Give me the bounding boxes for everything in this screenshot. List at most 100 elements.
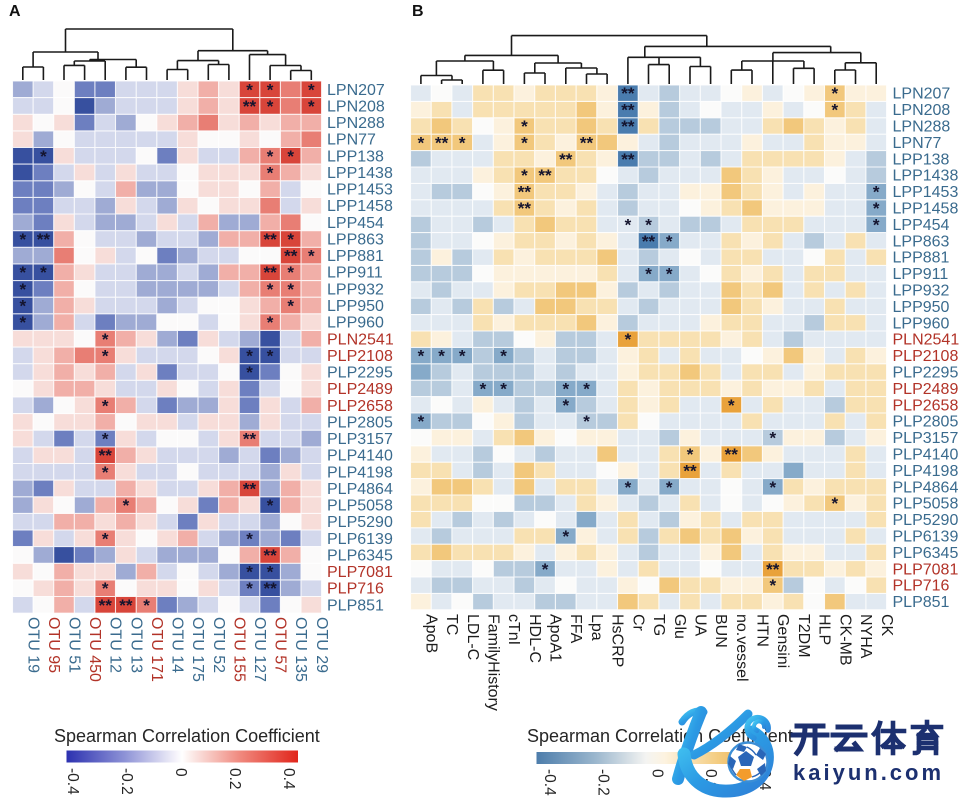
svg-text:PLP4140: PLP4140 — [327, 448, 393, 465]
svg-text:**: ** — [263, 230, 277, 249]
svg-text:**: ** — [580, 133, 594, 152]
svg-text:LPP454: LPP454 — [893, 217, 950, 234]
svg-text:LPP881: LPP881 — [893, 250, 950, 267]
svg-text:LPP1438: LPP1438 — [327, 165, 393, 182]
svg-text:**: ** — [621, 101, 635, 120]
svg-text:OTU 155: OTU 155 — [230, 617, 247, 682]
svg-text:PLP7081: PLP7081 — [893, 561, 959, 578]
svg-text:LPP932: LPP932 — [327, 281, 384, 298]
svg-text:**: ** — [263, 579, 277, 598]
svg-text:LDL-C: LDL-C — [464, 614, 481, 660]
svg-text:LPN207: LPN207 — [893, 86, 951, 103]
svg-text:**: ** — [518, 199, 532, 218]
svg-text:LPN208: LPN208 — [327, 98, 385, 115]
svg-text:*: * — [625, 478, 632, 497]
svg-text:CK-MB: CK-MB — [836, 614, 853, 666]
svg-text:*: * — [19, 280, 26, 299]
svg-text:*: * — [625, 215, 632, 234]
svg-text:PLP5058: PLP5058 — [327, 498, 393, 515]
svg-text:*: * — [246, 80, 253, 99]
svg-text:*: * — [267, 496, 274, 515]
svg-text:*: * — [459, 133, 466, 152]
svg-text:*: * — [287, 230, 294, 249]
svg-text:Cr: Cr — [629, 614, 646, 632]
svg-text:-0.4: -0.4 — [64, 768, 81, 795]
svg-text:PLP3157: PLP3157 — [893, 430, 959, 447]
svg-text:PLP4198: PLP4198 — [327, 464, 393, 481]
svg-text:PLP4140: PLP4140 — [893, 447, 959, 464]
svg-text:*: * — [873, 215, 880, 234]
svg-text:no.vessel: no.vessel — [733, 614, 750, 682]
svg-text:OTU 51: OTU 51 — [66, 617, 83, 673]
svg-text:**: ** — [642, 232, 656, 251]
svg-text:*: * — [102, 430, 109, 449]
svg-text:LPP863: LPP863 — [327, 232, 384, 249]
svg-text:LPP1453: LPP1453 — [327, 182, 393, 199]
svg-text:*: * — [40, 263, 47, 282]
svg-text:PLP4864: PLP4864 — [327, 481, 393, 498]
svg-text:T2DM: T2DM — [795, 614, 812, 658]
svg-text:PLP716: PLP716 — [327, 581, 384, 598]
svg-text:*: * — [102, 346, 109, 365]
svg-text:*: * — [143, 596, 150, 615]
svg-text:BUN: BUN — [712, 614, 729, 648]
svg-text:LPN288: LPN288 — [327, 115, 385, 132]
svg-text:*: * — [267, 563, 274, 582]
svg-text:HTN: HTN — [754, 614, 771, 647]
svg-text:0: 0 — [648, 769, 665, 778]
svg-text:TG: TG — [650, 614, 667, 636]
svg-text:-0.2: -0.2 — [595, 769, 612, 796]
svg-text:**: ** — [263, 263, 277, 282]
svg-text:*: * — [246, 363, 253, 382]
svg-text:LPP911: LPP911 — [893, 266, 949, 283]
svg-text:*: * — [562, 379, 569, 398]
svg-text:**: ** — [284, 247, 298, 266]
svg-text:*: * — [308, 247, 315, 266]
svg-text:LPP1458: LPP1458 — [893, 201, 959, 218]
svg-text:LPP960: LPP960 — [893, 315, 950, 332]
svg-text:*: * — [562, 527, 569, 546]
svg-text:*: * — [308, 97, 315, 116]
svg-text:OTU 171: OTU 171 — [148, 617, 165, 682]
svg-text:LPP863: LPP863 — [893, 233, 950, 250]
svg-text:PLP2489: PLP2489 — [327, 381, 393, 398]
svg-text:PLP851: PLP851 — [327, 597, 384, 614]
svg-text:*: * — [246, 579, 253, 598]
svg-text:PLP4198: PLP4198 — [893, 463, 959, 480]
svg-text:*: * — [418, 133, 425, 152]
svg-text:*: * — [267, 97, 274, 116]
svg-text:*: * — [542, 560, 549, 579]
svg-text:PLN2541: PLN2541 — [893, 332, 960, 349]
svg-text:OTU 450: OTU 450 — [86, 617, 103, 682]
svg-text:LPN77: LPN77 — [327, 132, 376, 149]
svg-text:ApoB: ApoB — [422, 614, 439, 653]
svg-text:HDL-C: HDL-C — [526, 614, 543, 663]
svg-text:PLP4864: PLP4864 — [893, 479, 959, 496]
svg-text:**: ** — [99, 596, 113, 615]
svg-text:*: * — [19, 230, 26, 249]
svg-text:PLP2805: PLP2805 — [327, 414, 393, 431]
svg-text:*: * — [438, 347, 445, 366]
svg-text:LPP960: LPP960 — [327, 315, 384, 332]
svg-text:*: * — [102, 579, 109, 598]
svg-text:*: * — [246, 346, 253, 365]
svg-text:*: * — [831, 101, 838, 120]
svg-text:PLP5290: PLP5290 — [893, 512, 959, 529]
svg-text:*: * — [267, 80, 274, 99]
svg-text:*: * — [666, 232, 673, 251]
svg-text:UA: UA — [692, 614, 709, 637]
svg-text:Lpa: Lpa — [588, 614, 605, 641]
svg-text:**: ** — [621, 150, 635, 169]
svg-text:**: ** — [683, 461, 697, 480]
svg-text:LPP881: LPP881 — [327, 248, 384, 265]
svg-text:PLP3157: PLP3157 — [327, 431, 393, 448]
svg-text:PLP851: PLP851 — [893, 594, 950, 611]
svg-text:LPN208: LPN208 — [893, 102, 951, 119]
svg-text:*: * — [246, 529, 253, 548]
svg-text:*: * — [873, 183, 880, 202]
svg-text:PLP2658: PLP2658 — [893, 397, 959, 414]
svg-text:*: * — [267, 164, 274, 183]
svg-text:TC: TC — [443, 614, 460, 635]
svg-text:PLP2658: PLP2658 — [327, 398, 393, 415]
svg-text:*: * — [666, 265, 673, 284]
